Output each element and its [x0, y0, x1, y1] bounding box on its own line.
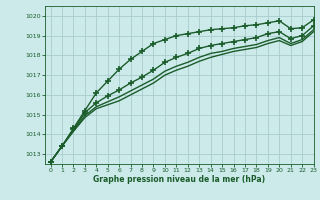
X-axis label: Graphe pression niveau de la mer (hPa): Graphe pression niveau de la mer (hPa) [93, 175, 265, 184]
